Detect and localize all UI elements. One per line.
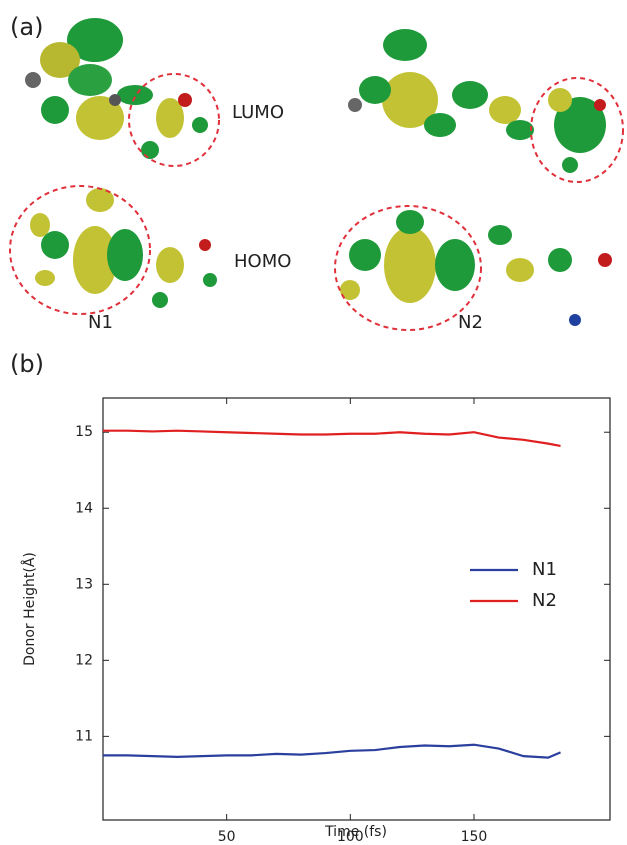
n2-label: N2 (458, 312, 483, 333)
y-tick-label: 12 (75, 652, 93, 668)
series-line (103, 745, 561, 758)
legend-label: N2 (532, 590, 557, 611)
panel-a: (a) LUMO HOMO N1 N2 (10, 13, 623, 333)
y-axis-label: Donor Height(Å) (21, 552, 38, 666)
figure: (a) LUMO HOMO N1 N2 (0, 0, 627, 845)
y-tick-label: 15 (75, 424, 93, 440)
page: (a) LUMO HOMO N1 N2 (0, 0, 627, 845)
lumo-label: LUMO (232, 102, 284, 123)
series-line (103, 431, 561, 446)
y-tick-label: 11 (75, 728, 93, 744)
x-tick-label: 50 (218, 829, 236, 845)
x-tick-label: 100 (337, 829, 364, 845)
legend-label: N1 (532, 559, 557, 580)
x-tick-label: 150 (461, 829, 488, 845)
n1-label: N1 (88, 312, 113, 333)
molecule-n2-lumo (348, 29, 623, 182)
homo-label: HOMO (234, 251, 291, 272)
molecule-n1-lumo (25, 18, 219, 166)
panel-label: (a) (10, 13, 43, 41)
panel-label: (b) (10, 350, 44, 378)
y-tick-label: 14 (75, 500, 93, 516)
y-tick-label: 13 (75, 576, 93, 592)
molecule-n1-homo (10, 186, 217, 314)
